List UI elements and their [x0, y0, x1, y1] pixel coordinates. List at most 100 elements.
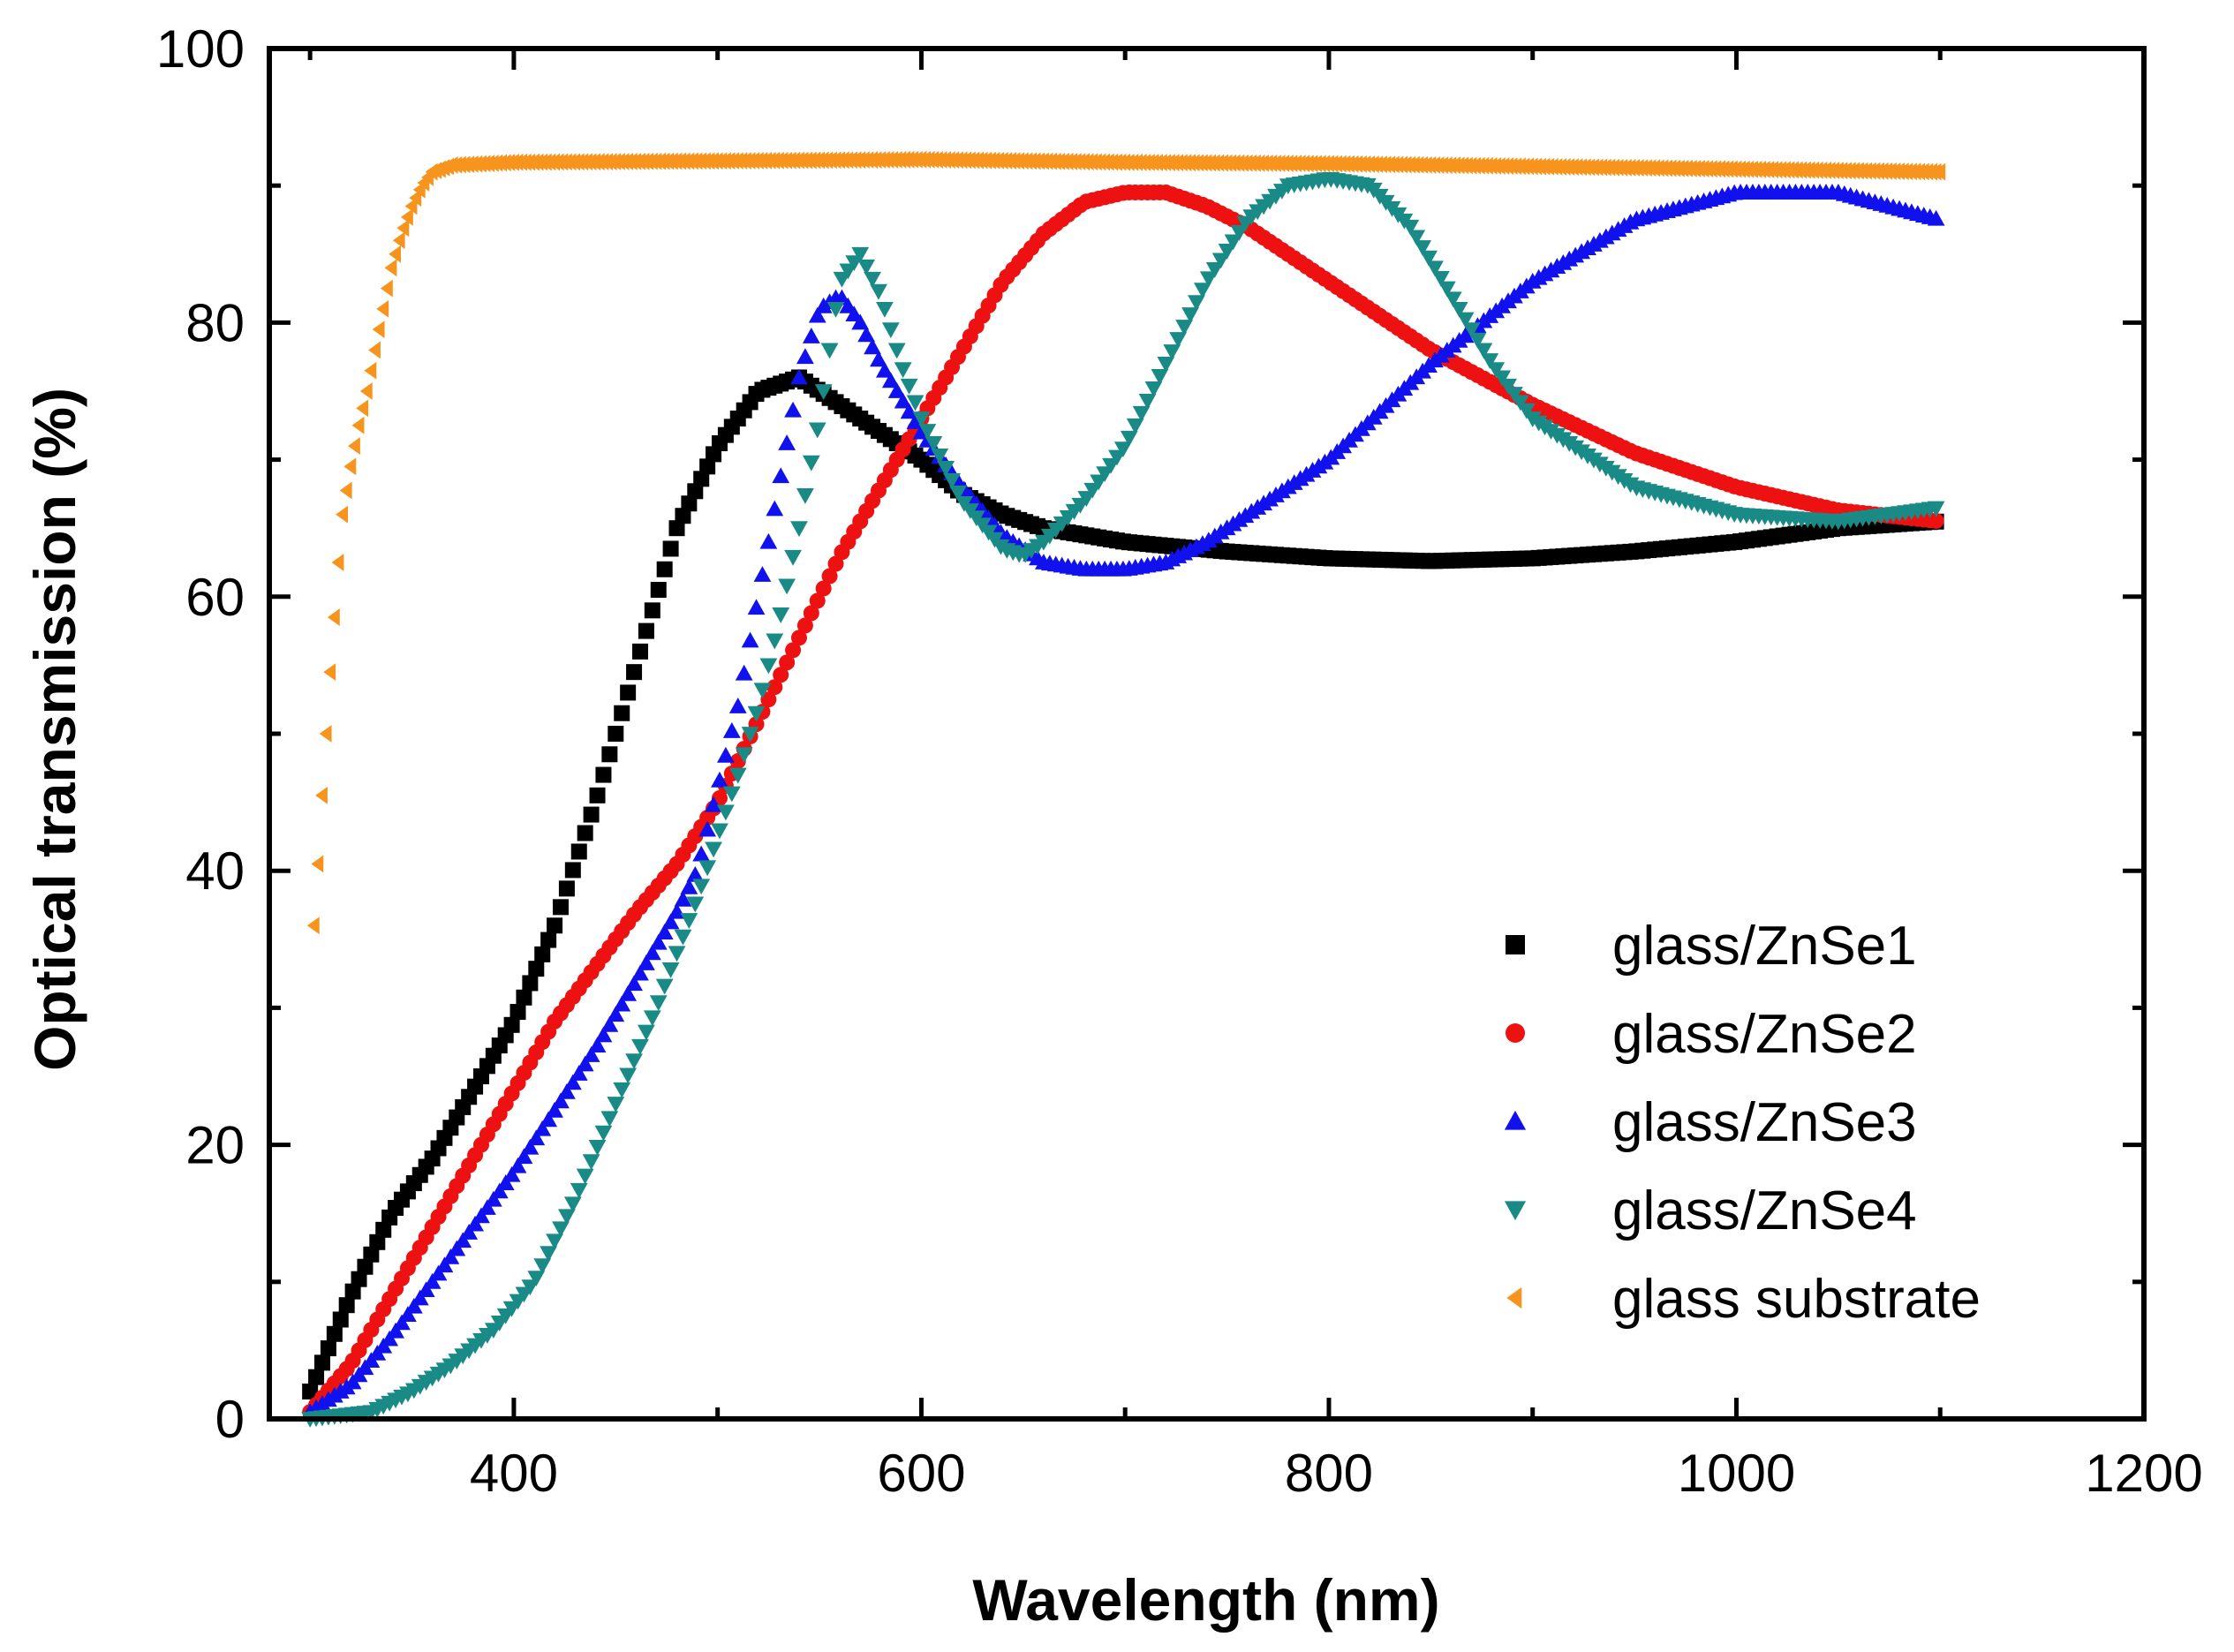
data-point: [638, 622, 654, 639]
data-point: [509, 1157, 527, 1173]
data-point: [323, 663, 336, 682]
data-point: [778, 578, 796, 595]
data-point: [1408, 230, 1426, 246]
data-layer: [301, 150, 1946, 1428]
data-point: [753, 683, 772, 699]
data-point: [563, 1074, 582, 1090]
data-point: [364, 361, 377, 380]
x-tick-label: 400: [470, 1444, 558, 1503]
data-point: [625, 1053, 643, 1070]
data-point: [681, 495, 698, 512]
legend-marker: [1504, 1201, 1527, 1221]
data-point: [722, 786, 741, 803]
y-tick-label: 40: [185, 841, 245, 901]
data-point: [650, 582, 667, 599]
data-point: [741, 631, 759, 648]
data-point: [338, 1297, 355, 1314]
data-point: [1506, 387, 1523, 404]
data-point: [423, 1272, 442, 1289]
data-point: [692, 879, 711, 895]
data-point: [796, 488, 814, 504]
data-point: [631, 643, 648, 660]
data-point: [540, 1111, 558, 1128]
data-point: [347, 437, 360, 455]
data-point: [392, 231, 405, 250]
data-point: [661, 913, 680, 930]
data-point: [644, 602, 660, 619]
legend-label: glass/ZnSe1: [1612, 916, 1917, 977]
data-point: [638, 1024, 655, 1041]
data-point: [380, 279, 393, 298]
data-point: [1218, 244, 1236, 260]
legend-label: glass/ZnSe2: [1612, 1004, 1917, 1065]
legend-marker: [1506, 1286, 1522, 1309]
data-point: [582, 1046, 600, 1062]
data-point: [1475, 343, 1493, 359]
data-point: [692, 845, 711, 862]
data-point: [887, 343, 906, 359]
data-point: [912, 411, 931, 427]
data-point: [1169, 332, 1188, 348]
x-axis-title: Wavelength (nm): [972, 1567, 1439, 1633]
data-point: [851, 313, 870, 330]
data-point: [357, 1258, 374, 1275]
data-point: [1420, 250, 1438, 267]
legend-marker: [1504, 1110, 1527, 1130]
data-point: [747, 705, 766, 722]
data-point: [699, 458, 716, 475]
data-point: [1211, 253, 1230, 269]
data-point: [588, 1140, 607, 1156]
data-point: [1431, 271, 1450, 287]
y-tick-label: 0: [215, 1390, 245, 1449]
data-point: [686, 865, 705, 882]
data-point: [381, 1330, 399, 1346]
data-point: [638, 954, 655, 970]
data-point: [925, 436, 943, 452]
data-point: [320, 1340, 336, 1357]
data-point: [864, 271, 881, 288]
data-point: [521, 1138, 540, 1155]
data-point: [533, 1258, 552, 1275]
data-point: [760, 691, 777, 708]
data-point: [1157, 357, 1175, 373]
data-point: [680, 878, 698, 894]
data-point: [607, 1006, 625, 1022]
data-point: [1426, 260, 1444, 277]
data-point: [1481, 353, 1499, 369]
y-axis-title: Optical transmission (%): [22, 388, 87, 1071]
data-point: [735, 664, 753, 681]
data-point: [747, 599, 766, 615]
data-point: [1126, 418, 1144, 434]
data-point: [582, 1154, 600, 1171]
x-tick-label: 1000: [1678, 1444, 1795, 1503]
data-point: [864, 338, 881, 355]
data-point: [417, 1281, 435, 1298]
data-point: [389, 245, 402, 263]
data-point: [943, 472, 961, 489]
data-point: [857, 326, 876, 343]
data-point: [802, 455, 820, 471]
data-point: [409, 189, 422, 207]
data-point: [1181, 307, 1199, 323]
data-point: [906, 395, 925, 411]
data-point: [546, 1101, 563, 1118]
data-point: [384, 259, 397, 277]
data-point: [595, 766, 612, 783]
data-point: [625, 975, 643, 992]
data-point: [387, 1322, 404, 1339]
data-point: [620, 684, 637, 701]
data-point: [827, 555, 844, 572]
data-point: [372, 321, 385, 339]
data-point: [509, 1004, 526, 1021]
data-point: [588, 1037, 607, 1052]
data-point: [1199, 271, 1218, 288]
data-point: [613, 995, 631, 1012]
data-point: [1132, 405, 1151, 422]
data-point: [527, 1129, 546, 1146]
data-point: [655, 924, 674, 939]
data-point: [558, 1082, 576, 1099]
data-point: [655, 978, 674, 995]
data-point: [319, 725, 332, 743]
data-point: [308, 1369, 325, 1385]
legend-marker: [1506, 935, 1525, 954]
